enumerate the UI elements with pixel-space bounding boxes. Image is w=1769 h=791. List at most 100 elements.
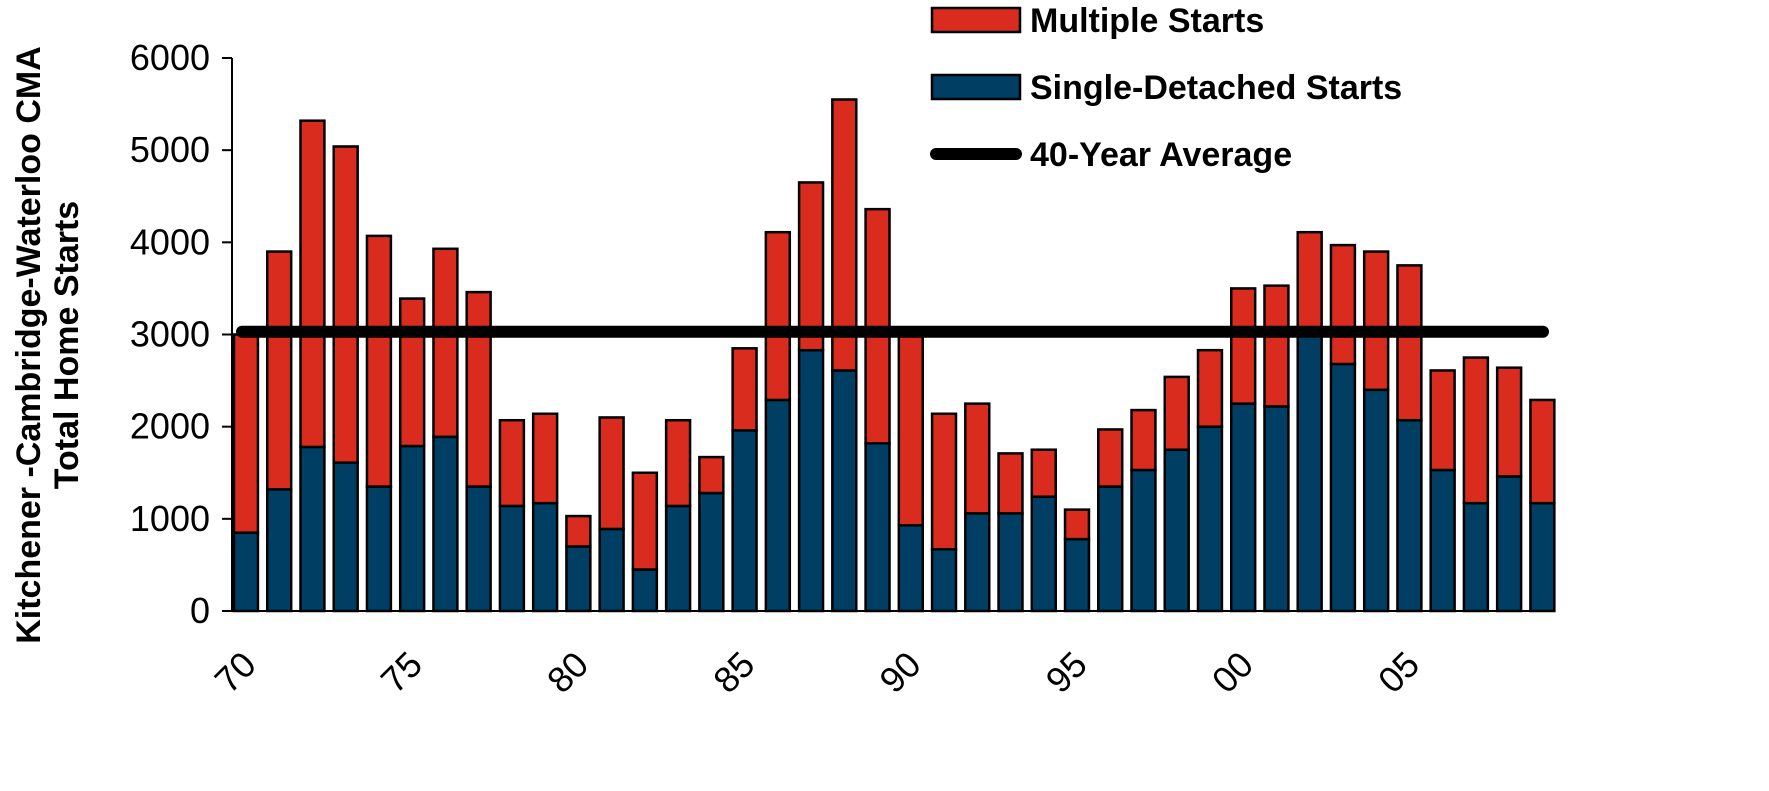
- bar-single-detached: [1429, 468, 1456, 613]
- bar-single-detached: [631, 568, 659, 613]
- bar-multiple: [831, 98, 858, 372]
- legend: Multiple Starts Single-Detached Starts 40-…: [930, 2, 1402, 174]
- y-axis-title-line: Kitchener -Cambridge-Waterloo CMA: [10, 46, 48, 644]
- bar-single-detached: [1196, 425, 1224, 613]
- bar-multiple: [1063, 508, 1091, 541]
- bar-multiple: [1362, 250, 1390, 392]
- x-tick-label: 95: [1038, 644, 1095, 701]
- bar-single-detached: [299, 445, 326, 613]
- bar-multiple: [1130, 408, 1157, 472]
- legend-label: Multiple Starts: [1030, 2, 1264, 40]
- bar-multiple: [1097, 428, 1124, 488]
- bar-multiple: [1163, 375, 1190, 451]
- bar-single-detached: [1097, 485, 1124, 613]
- bar-multiple: [897, 334, 925, 527]
- y-tick-label: 5000: [130, 129, 210, 170]
- bar-single-detached: [1396, 418, 1423, 613]
- bar-single-detached: [997, 512, 1024, 613]
- bar-multiple: [1462, 356, 1490, 505]
- bar-multiple: [1329, 243, 1357, 366]
- bar-single-detached: [432, 435, 459, 613]
- bar-multiple: [930, 412, 958, 551]
- bar-single-detached: [1495, 475, 1523, 613]
- bar-single-detached: [265, 488, 293, 613]
- bar-multiple: [764, 230, 792, 402]
- bar-single-detached: [565, 545, 592, 613]
- bar-multiple: [1229, 287, 1257, 405]
- bar-multiple: [1529, 398, 1556, 505]
- x-axis: 70 75 80 85 90 95 00 05: [207, 610, 1555, 701]
- y-axis-title-line: Total Home Starts: [48, 201, 86, 489]
- bar-single-detached: [531, 501, 559, 613]
- bar-multiple: [232, 333, 260, 534]
- bar-single-detached: [930, 547, 958, 613]
- legend-swatch: [930, 6, 1022, 34]
- bar-single-detached: [1462, 501, 1490, 613]
- bar-multiple: [465, 290, 492, 488]
- bar-multiple: [797, 181, 825, 352]
- y-tick-label: 3000: [130, 314, 210, 355]
- y-tick-label: 1000: [130, 498, 210, 539]
- bar-single-detached: [797, 348, 825, 613]
- bar-multiple: [398, 297, 426, 448]
- bar-multiple: [631, 471, 659, 571]
- bar-multiple: [997, 452, 1024, 515]
- bar-multiple: [265, 250, 293, 491]
- bar-single-detached: [864, 442, 891, 613]
- bar-multiple: [1030, 448, 1057, 498]
- bar-single-detached: [1163, 448, 1190, 613]
- x-tick-label: 90: [871, 644, 928, 701]
- bar-multiple: [1196, 348, 1224, 428]
- bar-multiple: [299, 119, 326, 449]
- legend-swatch: [930, 73, 1022, 101]
- bar-single-detached: [398, 444, 426, 613]
- y-axis: 0 1000 2000 3000 4000 5000 6000: [130, 37, 233, 631]
- bar-single-detached: [1329, 362, 1357, 613]
- bar-multiple: [1263, 284, 1290, 408]
- bar-single-detached: [731, 429, 758, 613]
- bar-multiple: [1495, 366, 1523, 478]
- bar-multiple: [332, 145, 359, 464]
- bar-single-detached: [664, 504, 692, 613]
- bar-multiple: [498, 418, 526, 508]
- bar-multiple: [698, 455, 725, 495]
- bar-single-detached: [1263, 405, 1290, 613]
- bar-single-detached: [598, 527, 625, 613]
- bar-single-detached: [232, 531, 260, 613]
- bar-multiple: [1396, 264, 1423, 422]
- bar-single-detached: [698, 491, 725, 613]
- bar-single-detached: [498, 504, 526, 613]
- y-tick-label: 6000: [130, 37, 210, 78]
- y-axis-label: Kitchener -Cambridge-Waterloo CMA Total H…: [10, 46, 86, 644]
- bar-single-detached: [1063, 537, 1091, 613]
- y-tick-label: 2000: [130, 406, 210, 447]
- bar-multiple: [731, 347, 758, 432]
- bar-multiple: [664, 418, 692, 508]
- bar-single-detached: [831, 369, 858, 613]
- x-tick-label: 85: [705, 644, 762, 701]
- x-tick-label: 75: [373, 644, 430, 701]
- bar-multiple: [1296, 230, 1323, 336]
- bar-series: [232, 98, 1556, 613]
- bar-multiple: [432, 247, 459, 439]
- legend-label: Single-Detached Starts: [1030, 69, 1402, 107]
- bar-multiple: [365, 234, 393, 488]
- bar-single-detached: [1229, 402, 1257, 613]
- bar-single-detached: [1529, 501, 1556, 613]
- bar-single-detached: [1030, 495, 1057, 613]
- x-tick-label: 80: [539, 644, 596, 701]
- bar-single-detached: [1130, 468, 1157, 613]
- legend-label: 40-Year Average: [1030, 136, 1292, 174]
- x-tick-label: 70: [207, 644, 264, 701]
- bar-single-detached: [897, 524, 925, 613]
- bar-multiple: [531, 412, 559, 505]
- bar-multiple: [1429, 369, 1456, 472]
- y-tick-label: 0: [190, 590, 210, 631]
- bar-single-detached: [1296, 333, 1323, 613]
- bar-multiple: [565, 514, 592, 548]
- bar-single-detached: [332, 461, 359, 613]
- x-tick-label: 05: [1370, 644, 1427, 701]
- bar-multiple: [598, 416, 625, 531]
- bar-single-detached: [764, 398, 792, 613]
